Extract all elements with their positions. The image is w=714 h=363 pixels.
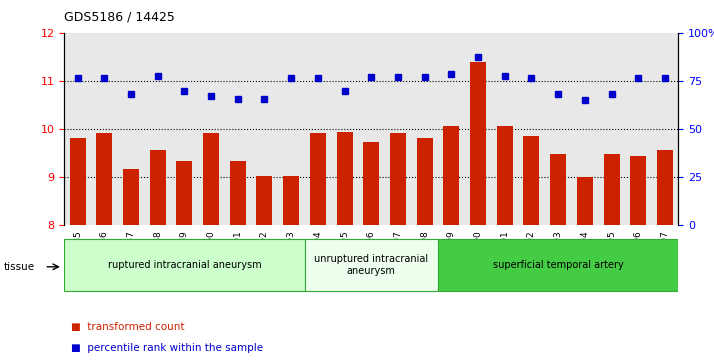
Bar [230, 161, 246, 225]
Bar [497, 126, 513, 225]
Bar [203, 133, 219, 225]
Text: tissue: tissue [4, 262, 35, 272]
Bar [417, 138, 433, 225]
Bar [470, 61, 486, 225]
FancyBboxPatch shape [64, 239, 305, 291]
Text: ■  percentile rank within the sample: ■ percentile rank within the sample [71, 343, 263, 354]
Text: ruptured intracranial aneurysm: ruptured intracranial aneurysm [108, 260, 261, 270]
Bar [123, 169, 139, 225]
Text: ■  transformed count: ■ transformed count [71, 322, 185, 332]
Bar [336, 132, 353, 225]
Bar [283, 176, 299, 225]
Bar [577, 177, 593, 225]
Bar [443, 126, 459, 225]
Bar [69, 138, 86, 225]
Text: GDS5186 / 14425: GDS5186 / 14425 [64, 11, 175, 24]
Text: superficial temporal artery: superficial temporal artery [493, 260, 623, 270]
Bar [390, 133, 406, 225]
Bar [603, 154, 620, 225]
Bar [523, 136, 540, 225]
FancyBboxPatch shape [305, 239, 438, 291]
Text: unruptured intracranial
aneurysm: unruptured intracranial aneurysm [314, 254, 428, 276]
Bar [150, 150, 166, 225]
Bar [310, 133, 326, 225]
Bar [657, 150, 673, 225]
Bar [256, 176, 273, 225]
Bar [363, 142, 379, 225]
Bar [176, 161, 192, 225]
Bar [550, 154, 566, 225]
FancyBboxPatch shape [438, 239, 678, 291]
Bar [630, 156, 646, 225]
Bar [96, 133, 112, 225]
